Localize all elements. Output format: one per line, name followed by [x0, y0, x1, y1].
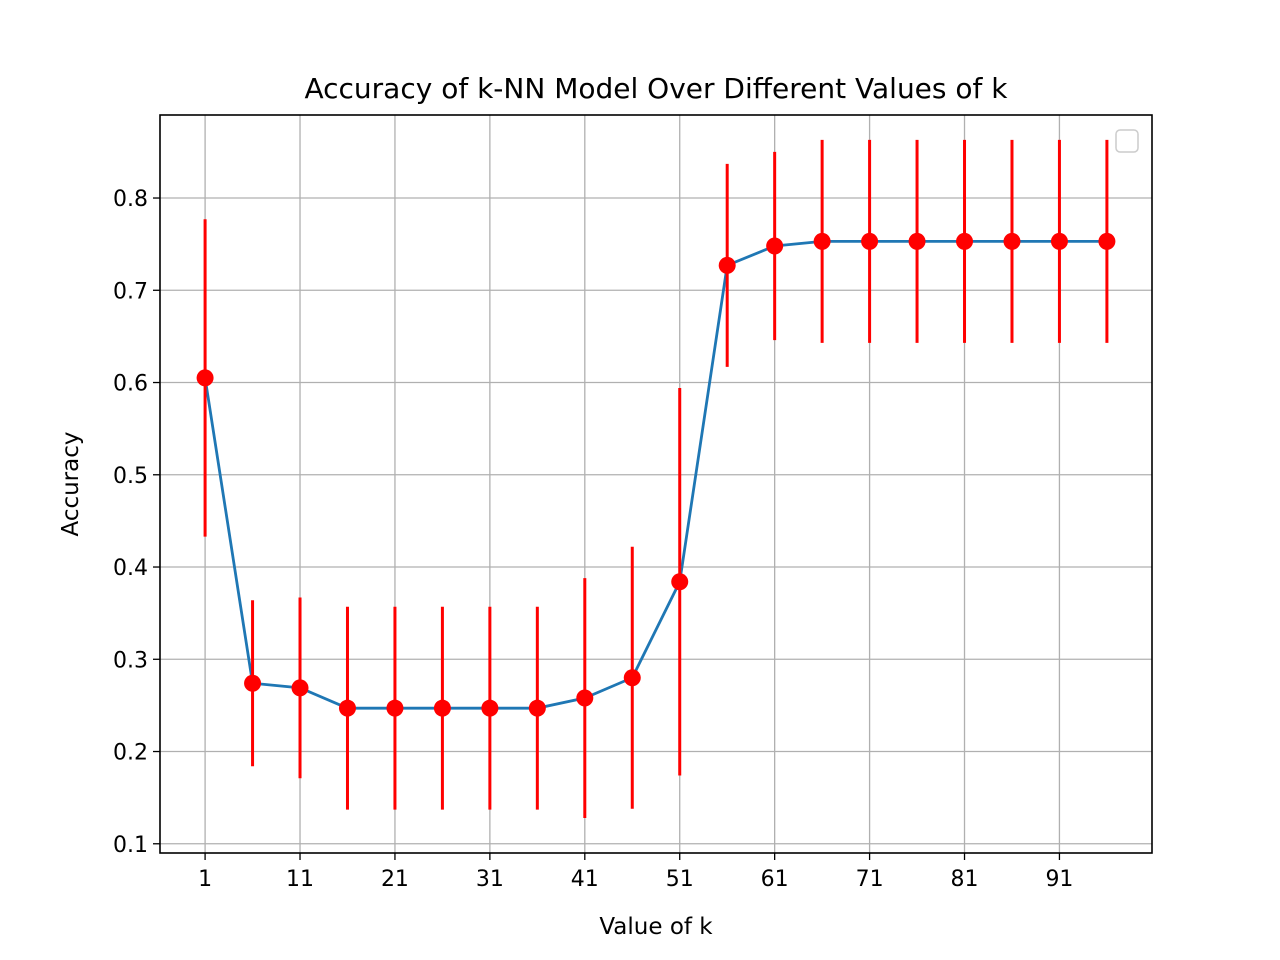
x-tick-label: 21 [381, 867, 409, 892]
grid [160, 115, 1152, 853]
plot-frame [159, 114, 1153, 854]
data-point [196, 369, 214, 387]
x-tick-label: 1 [198, 867, 212, 892]
series-layer [196, 139, 1116, 818]
y-ticks: 0.1 0.2 0.3 0.4 0.5 0.6 0.7 0.8 [113, 187, 160, 858]
data-point [291, 679, 309, 697]
data-point [386, 699, 404, 717]
data-point [1050, 232, 1068, 250]
y-axis-title: Accuracy [58, 431, 84, 536]
y-tick-label: 0.6 [113, 372, 148, 397]
data-point [813, 232, 831, 250]
x-tick-label: 11 [286, 867, 314, 892]
x-tick-label: 61 [761, 867, 789, 892]
x-tick-label: 31 [476, 867, 504, 892]
data-point [956, 232, 974, 250]
data-point [623, 669, 641, 687]
data-point [481, 699, 499, 717]
data-point [1003, 232, 1021, 250]
data-point [766, 237, 784, 255]
data-point [528, 699, 546, 717]
data-point [576, 689, 594, 707]
x-axis-title: Value of k [599, 914, 713, 940]
data-point [671, 573, 689, 591]
legend-box [1115, 129, 1139, 153]
chart-title: Accuracy of k-NN Model Over Different Va… [304, 72, 1008, 105]
y-tick-label: 0.2 [113, 741, 148, 766]
y-tick-label: 0.5 [113, 464, 148, 489]
y-tick-label: 0.4 [113, 556, 148, 581]
y-tick-label: 0.1 [113, 833, 148, 858]
data-point [244, 674, 262, 692]
data-point [861, 232, 879, 250]
x-tick-label: 81 [951, 867, 979, 892]
data-point [1098, 232, 1116, 250]
x-ticks: 1 11 21 31 41 51 61 71 81 91 [198, 853, 1073, 892]
data-point [908, 232, 926, 250]
data-point [718, 256, 736, 274]
x-tick-label: 71 [856, 867, 884, 892]
y-tick-label: 0.8 [113, 187, 148, 212]
data-point [338, 699, 356, 717]
y-tick-label: 0.7 [113, 279, 148, 304]
x-tick-label: 41 [571, 867, 599, 892]
x-tick-label: 91 [1045, 867, 1073, 892]
data-point [433, 699, 451, 717]
y-tick-label: 0.3 [113, 648, 148, 673]
x-tick-label: 51 [666, 867, 694, 892]
